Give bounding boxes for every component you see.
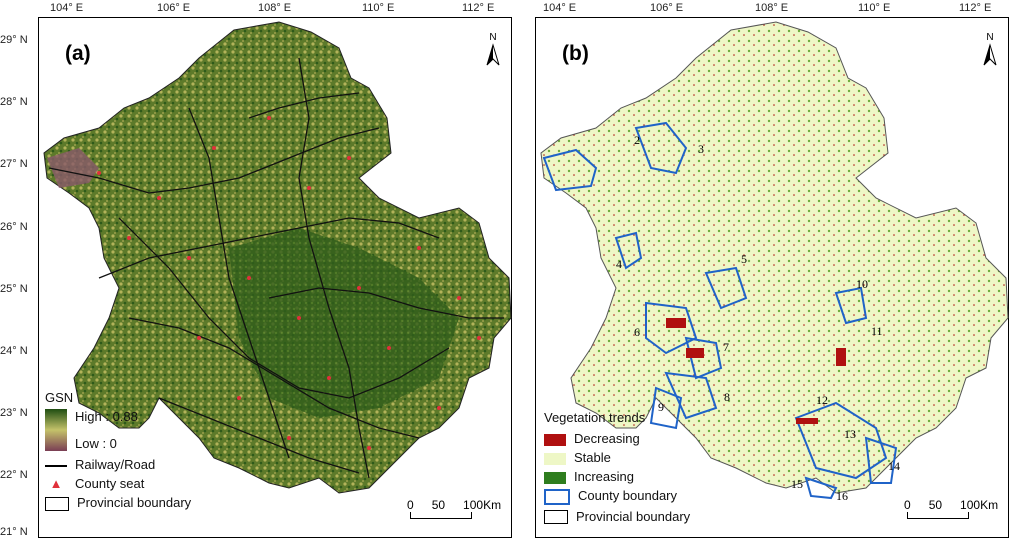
- legend-low: Low : 0: [75, 436, 117, 451]
- lon-label: 104° E: [50, 2, 84, 14]
- county-seats: [97, 116, 481, 450]
- lon-label: 110° E: [858, 2, 891, 14]
- county-number-label: 12: [816, 393, 828, 407]
- county-number-label: 7: [723, 340, 729, 354]
- county-boundary-swatch: [544, 488, 570, 505]
- county-number-label: 10: [856, 277, 868, 291]
- lat-label: 27° N: [0, 158, 28, 170]
- legend-title: Vegetation trends: [544, 410, 646, 425]
- north-label: N: [986, 32, 994, 43]
- panel-label: (b): [562, 42, 589, 65]
- county-number-label: 9: [658, 400, 664, 414]
- railway-road-network: [48, 57, 504, 479]
- lon-label: 106° E: [650, 2, 684, 14]
- lat-label: 21° N: [0, 526, 28, 538]
- county-number-label: 2: [634, 133, 640, 147]
- scale-bar: 0 50 100Km: [904, 498, 998, 519]
- north-label: N: [489, 32, 497, 43]
- county-number-label: 5: [741, 252, 747, 266]
- legend-provincial: Provincial boundary: [576, 508, 691, 524]
- legend-railway: Railway/Road: [75, 457, 156, 472]
- lon-label: 104° E: [543, 2, 577, 14]
- lat-label: 29° N: [0, 34, 28, 46]
- trend-legend: Vegetation trends Decreasing Stable Incr…: [544, 410, 691, 525]
- increasing-swatch: [544, 471, 566, 484]
- lon-label: 112° E: [959, 2, 992, 14]
- low-gsn-patch: [47, 148, 99, 188]
- legend-stable: Stable: [574, 450, 611, 465]
- scale-100: 100: [463, 498, 484, 512]
- legend-high: High : 0.88: [75, 409, 138, 424]
- dense-vegetation-patch: [229, 228, 459, 418]
- county-number-label: 4: [616, 257, 622, 271]
- lon-label: 110° E: [362, 2, 395, 14]
- lat-label: 28° N: [0, 96, 28, 108]
- lat-label: 24° N: [0, 345, 28, 357]
- county-number-label: 11: [871, 324, 883, 338]
- trend-map-svg: 2 3 4 5 6 7 8 9 10 11 12 13 14 15 16: [540, 21, 1009, 503]
- north-arrow-icon: N: [980, 32, 1000, 70]
- scale-line: [410, 512, 472, 519]
- north-arrow-glyph: [983, 43, 997, 66]
- county-number-label: 3: [698, 142, 704, 156]
- panel-a-gsn-map: (a) N GSN High : 0.88 Low : 0 Railway/Ro…: [38, 17, 512, 538]
- county-boundaries: [542, 121, 898, 500]
- scale-bar: 0 50 100Km: [407, 498, 501, 519]
- gsn-colorbar: [45, 409, 67, 451]
- lat-label: 23° N: [0, 407, 28, 419]
- scale-unit: Km: [483, 498, 502, 512]
- lon-label: 112° E: [462, 2, 495, 14]
- county-seat-icon: ▲: [49, 476, 63, 491]
- county-number-label: 16: [836, 489, 848, 503]
- stable-swatch: [544, 452, 566, 465]
- legend-decreasing: Decreasing: [574, 431, 640, 446]
- provincial-swatch: [45, 496, 69, 511]
- legend-county-boundary: County boundary: [578, 488, 678, 503]
- lat-label: 22° N: [0, 469, 28, 481]
- county-number-label: 6: [634, 325, 640, 339]
- county-number-labels: 2 3 4 5 6 7 8 9 10 11 12 13 14 15 16: [616, 133, 900, 503]
- north-arrow-glyph: [486, 43, 500, 66]
- legend-county: County seat: [75, 476, 145, 491]
- legend-title: GSN: [45, 390, 74, 405]
- panel-label: (a): [65, 42, 91, 65]
- lon-label: 106° E: [157, 2, 191, 14]
- scale-100: 100: [960, 498, 981, 512]
- lon-label: 108° E: [755, 2, 789, 14]
- panel-b-trend-map: 2 3 4 5 6 7 8 9 10 11 12 13 14 15 16 (b) N Vegetation …: [535, 17, 1009, 538]
- provincial-swatch: [544, 510, 568, 525]
- gsn-map-svg: [43, 21, 512, 494]
- county-number-label: 14: [888, 459, 900, 473]
- county-number-label: 13: [844, 427, 856, 441]
- scale-line: [907, 512, 969, 519]
- scale-50: 50: [431, 498, 446, 512]
- scale-0: 0: [904, 498, 911, 512]
- county-number-label: 15: [791, 477, 803, 491]
- scale-50: 50: [928, 498, 943, 512]
- scale-unit: Km: [980, 498, 999, 512]
- gsn-legend: GSN High : 0.88 Low : 0 Railway/Road ▲ Co…: [45, 390, 191, 511]
- decreasing-swatch: [544, 433, 566, 446]
- decrease-spots: [666, 318, 846, 424]
- lat-label: 26° N: [0, 221, 28, 233]
- legend-provincial: Provincial boundary: [77, 495, 192, 510]
- scale-0: 0: [407, 498, 414, 512]
- county-number-label: 8: [724, 390, 730, 404]
- province-region-b: [540, 21, 1009, 494]
- railway-swatch: [45, 464, 67, 467]
- legend-increasing: Increasing: [574, 469, 634, 484]
- lat-label: 25° N: [0, 283, 28, 295]
- north-arrow-icon: N: [483, 32, 503, 70]
- lon-label: 108° E: [258, 2, 292, 14]
